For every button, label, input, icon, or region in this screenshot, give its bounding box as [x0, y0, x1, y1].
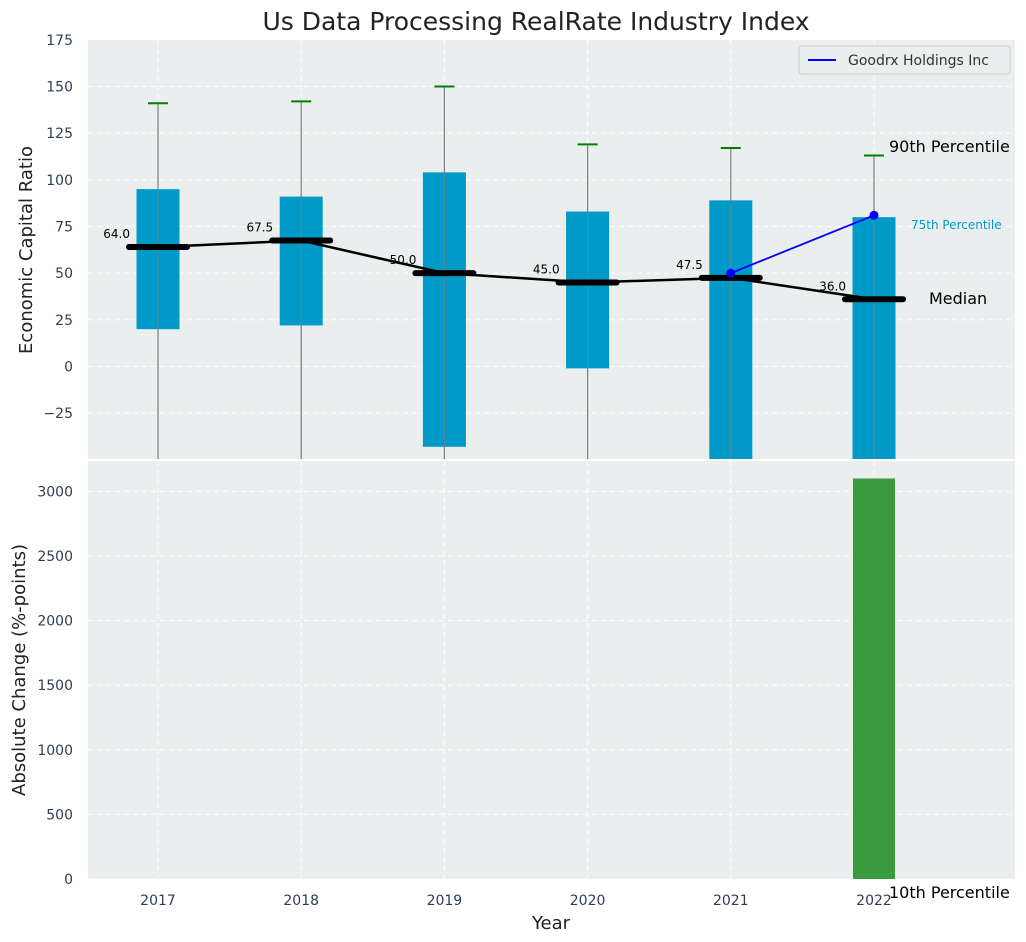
x-tick-label: 2022	[856, 893, 892, 909]
annotation-90th-percentile: 90th Percentile	[889, 137, 1010, 156]
top-y-tick-label: 75	[55, 219, 73, 235]
bottom-y-tick-label: 2000	[37, 614, 73, 630]
bottom-y-tick-label: 0	[64, 872, 73, 888]
top-y-tick-label: 0	[64, 360, 73, 376]
x-tick-label: 2017	[140, 893, 176, 909]
company-series-point	[869, 210, 879, 220]
chart-title: Us Data Processing RealRate Industry Ind…	[262, 7, 809, 36]
median-value-label: 45.0	[533, 262, 560, 276]
top-panel: 175 150 125 100 75 50 25 0 −25 64.0 67.5 50.0 45.0 47…	[43, 33, 1015, 459]
bottom-y-tick-label: 3000	[37, 484, 73, 500]
bottom-panel: 3000 2500 2000 1500 1000 500 0 2017 2018 2019 2020…	[37, 461, 1015, 909]
top-y-tick-label: −25	[43, 406, 73, 422]
bottom-y-tick-label: 500	[46, 807, 73, 823]
company-series-line	[730, 214, 875, 274]
bottom-y-tick-label: 2500	[37, 549, 73, 565]
median-value-label: 64.0	[103, 227, 130, 241]
change-bar	[853, 478, 895, 879]
top-y-tick-label: 100	[46, 173, 73, 189]
x-tick-label: 2020	[570, 893, 606, 909]
bottom-y-tick-label: 1500	[37, 678, 73, 694]
median-value-label: 67.5	[246, 220, 273, 234]
x-tick-label: 2021	[713, 893, 749, 909]
annotation-10th-percentile: 10th Percentile	[889, 883, 1010, 902]
top-y-tick-label: 125	[46, 126, 73, 142]
bottom-y-axis-label: Absolute Change (%-points)	[9, 544, 30, 796]
median-value-label: 50.0	[390, 253, 417, 267]
x-tick-label: 2019	[427, 893, 463, 909]
bottom-y-tick-label: 1000	[37, 743, 73, 759]
top-y-tick-label: 150	[46, 79, 73, 95]
x-tick-label: 2018	[283, 893, 319, 909]
median-value-label: 36.0	[819, 279, 846, 293]
median-value-label: 47.5	[676, 258, 703, 272]
top-y-tick-label: 25	[55, 313, 73, 329]
annotation-75th-percentile: 75th Percentile	[911, 218, 1002, 232]
x-axis-label: Year	[531, 913, 571, 934]
company-series-point	[726, 268, 736, 278]
legend: Goodrx Holdings Inc	[798, 45, 1011, 75]
legend-label: Goodrx Holdings Inc	[848, 53, 989, 69]
annotation-median: Median	[929, 289, 987, 308]
top-y-tick-label: 50	[55, 266, 73, 282]
top-y-axis-label: Economic Capital Ratio	[16, 146, 37, 354]
legend-box	[798, 45, 1011, 75]
top-y-tick-label: 175	[46, 33, 73, 49]
